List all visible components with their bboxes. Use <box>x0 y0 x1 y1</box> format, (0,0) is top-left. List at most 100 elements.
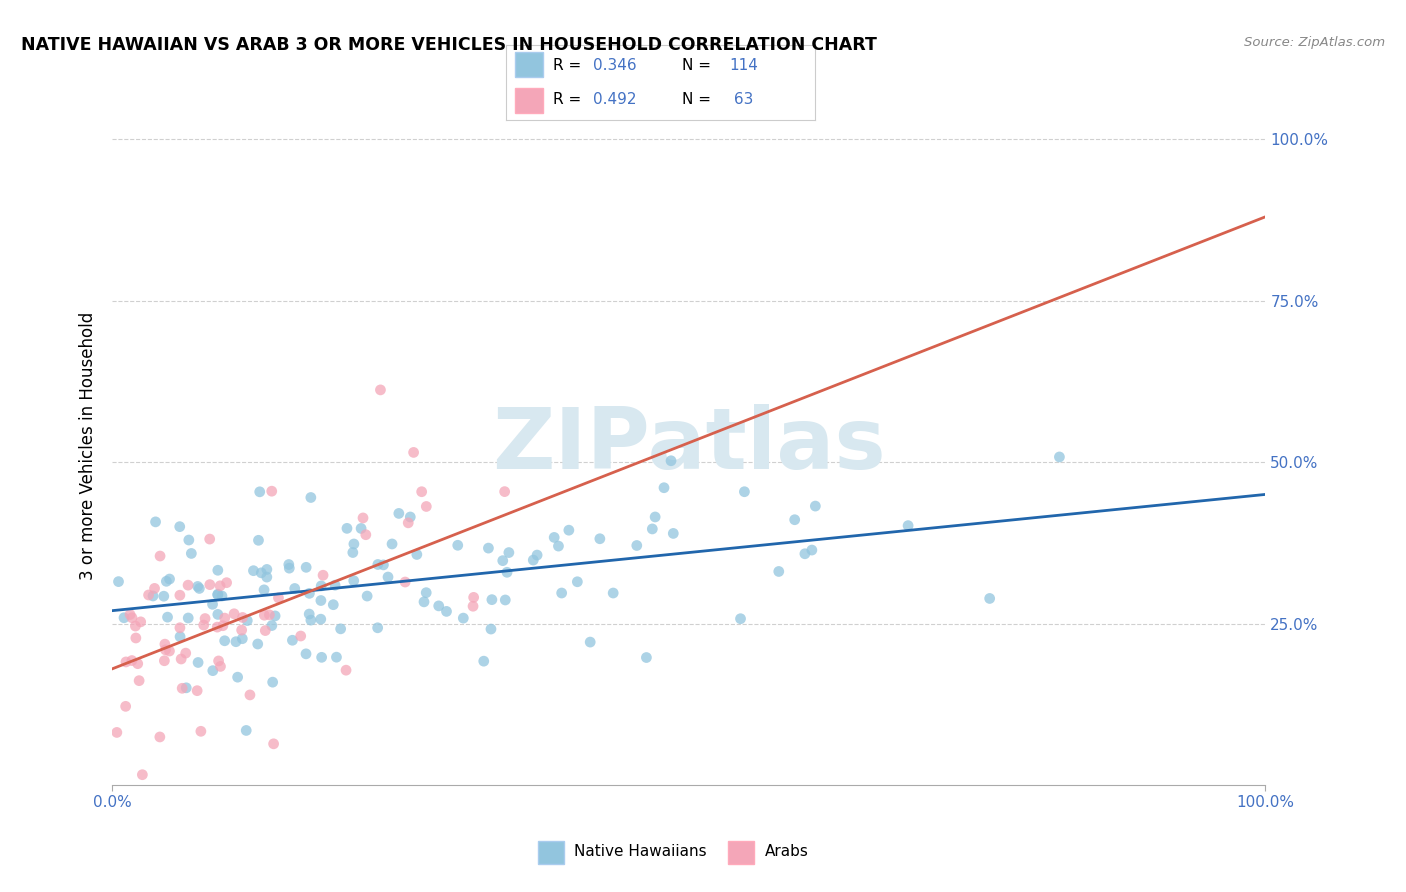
Text: N =: N = <box>682 58 716 72</box>
Point <box>343 537 366 551</box>
Point <box>804 499 827 513</box>
Point <box>388 507 411 521</box>
Point <box>112 611 135 625</box>
Point <box>373 558 395 572</box>
Point <box>124 619 146 633</box>
Point <box>215 575 238 590</box>
Point <box>323 578 346 592</box>
Point <box>550 586 572 600</box>
Point <box>256 562 278 576</box>
Point <box>381 537 404 551</box>
Point <box>626 539 648 553</box>
Point <box>352 511 374 525</box>
Point <box>602 586 624 600</box>
Point <box>186 683 208 698</box>
Point <box>231 632 253 646</box>
Point <box>299 491 322 505</box>
Point <box>461 599 484 614</box>
Point <box>644 510 666 524</box>
Point <box>128 673 150 688</box>
Text: Source: ZipAtlas.com: Source: ZipAtlas.com <box>1244 36 1385 49</box>
Point <box>312 568 335 582</box>
Point <box>567 574 589 589</box>
Point <box>335 663 357 677</box>
Point <box>172 681 194 696</box>
Point <box>226 670 249 684</box>
Text: NATIVE HAWAIIAN VS ARAB 3 OR MORE VEHICLES IN HOUSEHOLD CORRELATION CHART: NATIVE HAWAIIAN VS ARAB 3 OR MORE VEHICL… <box>21 36 877 54</box>
Point <box>207 607 229 622</box>
Point <box>115 655 138 669</box>
Point <box>427 599 450 613</box>
Point <box>190 724 212 739</box>
Point <box>246 637 269 651</box>
Point <box>295 647 318 661</box>
Point <box>156 610 179 624</box>
Point <box>105 725 128 739</box>
Point <box>367 558 389 572</box>
Point <box>662 526 685 541</box>
Point <box>254 624 277 638</box>
Point <box>356 589 378 603</box>
Point <box>222 607 245 621</box>
Point <box>207 563 229 577</box>
Point <box>153 654 176 668</box>
Point <box>209 659 232 673</box>
Point <box>170 652 193 666</box>
Point <box>155 643 177 657</box>
Point <box>198 577 221 591</box>
Point <box>322 598 344 612</box>
Point <box>211 589 233 603</box>
Bar <box>728 841 754 864</box>
Point <box>225 634 247 648</box>
Point <box>295 560 318 574</box>
Point <box>411 484 433 499</box>
Point <box>1049 450 1071 464</box>
Text: 63: 63 <box>728 93 754 107</box>
Point <box>477 541 499 555</box>
Point <box>232 610 254 624</box>
Point <box>194 611 217 625</box>
Point <box>201 664 224 678</box>
Point <box>299 613 322 627</box>
Point <box>558 523 581 537</box>
Text: ZIPatlas: ZIPatlas <box>492 404 886 488</box>
Text: Arabs: Arabs <box>765 845 808 859</box>
Point <box>169 588 191 602</box>
Point <box>342 545 364 559</box>
Point <box>187 656 209 670</box>
Point <box>114 699 136 714</box>
Point <box>979 591 1001 606</box>
Point <box>492 554 515 568</box>
Point <box>800 543 823 558</box>
Point <box>118 607 141 622</box>
Point <box>329 622 352 636</box>
Point <box>309 612 332 626</box>
Point <box>207 587 229 601</box>
Point <box>207 588 229 602</box>
Point <box>415 500 437 514</box>
Text: 0.492: 0.492 <box>593 93 637 107</box>
Point <box>453 611 475 625</box>
Point <box>311 650 333 665</box>
Point <box>479 622 502 636</box>
Point <box>547 539 569 553</box>
Point <box>768 565 790 579</box>
Point <box>214 633 236 648</box>
Point <box>121 611 143 625</box>
Point <box>298 586 321 600</box>
Point <box>526 548 548 562</box>
Point <box>278 561 301 575</box>
Point <box>436 604 458 618</box>
Point <box>394 575 416 590</box>
Point <box>377 570 399 584</box>
Point <box>413 595 436 609</box>
Point <box>589 532 612 546</box>
Point <box>247 533 270 548</box>
Point <box>472 654 495 668</box>
Point <box>336 521 359 535</box>
Point <box>145 515 167 529</box>
Point <box>733 484 755 499</box>
Point <box>579 635 602 649</box>
Point <box>405 548 427 562</box>
Point <box>138 588 160 602</box>
